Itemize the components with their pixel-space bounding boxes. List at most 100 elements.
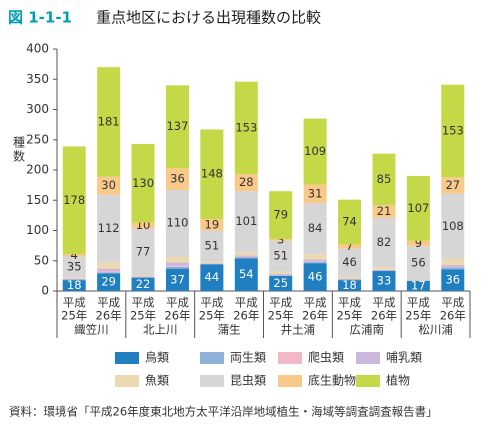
value-label: 181 <box>98 114 120 128</box>
bar-segment <box>200 263 224 264</box>
figure-label: 図 1-1-1 <box>8 9 72 27</box>
value-label: 107 <box>407 201 429 215</box>
x-tick-label: 平成 <box>372 296 395 310</box>
value-label: 137 <box>166 119 188 133</box>
bar-segment <box>200 264 224 291</box>
bar-segment <box>338 244 362 249</box>
value-label: 84 <box>308 221 323 235</box>
y-tick-label: 0 <box>41 284 49 298</box>
bar-segment <box>200 263 224 265</box>
value-label: 51 <box>205 238 220 252</box>
x-tick-label: 平成 <box>269 296 292 310</box>
bar-segment <box>303 261 327 262</box>
bar-segment <box>131 228 155 276</box>
bar-segment <box>234 81 258 175</box>
bar-segment <box>269 275 293 291</box>
value-label: 82 <box>377 235 392 249</box>
legend-swatch <box>356 352 380 364</box>
bar-segment <box>62 280 86 291</box>
legend-label: 魚類 <box>145 374 169 388</box>
bar-segment <box>441 258 465 265</box>
bar-segment <box>269 275 293 276</box>
bar-segment <box>441 177 465 194</box>
bar-segment <box>303 254 327 260</box>
x-tick-label: 25年 <box>61 309 87 323</box>
x-tick-label: 26年 <box>164 309 190 323</box>
bar-segment <box>406 280 430 281</box>
x-tick-label: 平成 <box>132 296 155 310</box>
bar-segment <box>269 240 293 272</box>
value-label: 21 <box>377 204 392 218</box>
bar-segment <box>131 277 155 278</box>
x-tick-label: 平成 <box>63 296 86 310</box>
value-label: 25 <box>273 276 288 290</box>
value-label: 19 <box>205 217 220 231</box>
bar-segment <box>234 255 258 257</box>
bar-segment <box>406 240 430 247</box>
legend-swatch <box>278 375 302 387</box>
bar-segment <box>97 271 121 273</box>
bar-segment <box>234 256 258 258</box>
bar-segment <box>200 261 224 264</box>
bar-segment <box>62 146 86 255</box>
bar-segment <box>97 176 121 195</box>
bar-segment <box>165 189 189 257</box>
x-tick-label: 25年 <box>130 309 156 323</box>
value-label: 56 <box>411 256 426 270</box>
bar-segment <box>303 261 327 264</box>
value-label: 37 <box>170 272 185 286</box>
bar-segment <box>338 278 362 280</box>
x-tick-label: 平成 <box>200 296 223 310</box>
x-tick-label: 平成 <box>235 296 258 310</box>
bar-segment <box>269 274 293 276</box>
bar-segment <box>338 199 362 245</box>
value-label: 130 <box>132 176 154 190</box>
bar-segment <box>441 267 465 270</box>
value-label: 79 <box>273 208 288 222</box>
value-label: 178 <box>63 193 85 207</box>
value-label: 112 <box>98 221 120 235</box>
x-tick-label: 25年 <box>405 309 431 323</box>
value-label: 46 <box>342 255 357 269</box>
y-tick-label: 300 <box>26 102 49 116</box>
bar-segment <box>131 277 155 291</box>
bar-segment <box>234 257 258 259</box>
value-label: 110 <box>166 216 188 230</box>
bar-segment <box>200 129 224 220</box>
bar-segment <box>338 280 362 291</box>
group-label: 井土浦 <box>281 323 316 337</box>
bar-segment <box>62 279 86 281</box>
y-tick-label: 400 <box>26 42 49 56</box>
bar-segment <box>406 176 430 241</box>
bar-segment <box>97 272 121 274</box>
x-tick-label: 26年 <box>371 309 397 323</box>
x-tick-label: 26年 <box>440 309 466 323</box>
group-label: 蒲生 <box>218 323 241 337</box>
value-label: 51 <box>273 249 288 263</box>
value-label: 28 <box>239 175 254 189</box>
bar-segment <box>165 265 189 267</box>
value-label: 109 <box>304 144 326 158</box>
y-tick-label: 250 <box>26 132 49 146</box>
value-label: 9 <box>415 236 422 250</box>
legend-swatch <box>115 375 139 387</box>
group-label: 松川浦 <box>418 323 453 337</box>
bar-segment <box>97 194 121 263</box>
value-label: 31 <box>308 186 323 200</box>
x-tick-label: 25年 <box>199 309 225 323</box>
value-label: 35 <box>67 260 82 274</box>
bar-segment <box>303 259 327 262</box>
y-tick-label: 150 <box>26 193 49 207</box>
bar-segment <box>234 258 258 291</box>
group-label: 広浦南 <box>350 323 385 337</box>
bar-segment <box>269 271 293 275</box>
value-label: 85 <box>377 172 392 186</box>
y-tick-label: 100 <box>26 223 49 237</box>
bar-segment <box>131 143 155 223</box>
x-tick-label: 25年 <box>336 309 362 323</box>
bar-segment <box>372 205 396 218</box>
bar-segment <box>200 230 224 262</box>
bar-segment <box>441 84 465 178</box>
bar-segment <box>372 153 396 206</box>
x-tick-label: 平成 <box>97 296 120 310</box>
